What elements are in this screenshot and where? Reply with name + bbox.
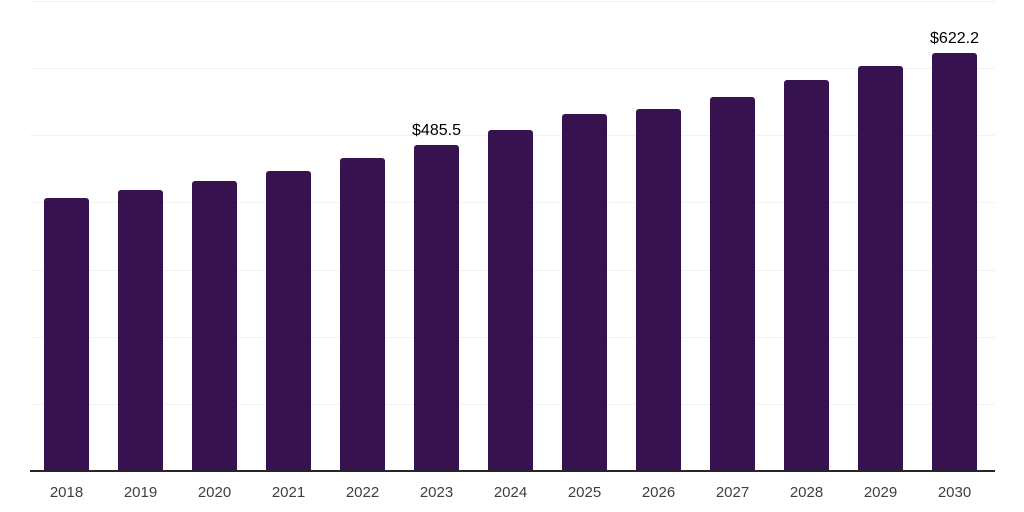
bar <box>192 181 237 471</box>
bar <box>932 53 977 471</box>
x-tick-label: 2021 <box>271 484 306 501</box>
x-tick-label: 2027 <box>715 484 750 501</box>
bar-value-label: $622.2 <box>930 30 979 48</box>
x-tick-label: 2030 <box>937 484 972 501</box>
x-tick-label: 2022 <box>345 484 380 501</box>
bar <box>340 158 385 471</box>
bar <box>858 66 903 471</box>
bar <box>118 189 163 471</box>
x-tick-label: 2029 <box>863 484 898 501</box>
bar <box>44 197 89 471</box>
bar <box>784 80 829 471</box>
bar-value-label: $485.5 <box>412 122 461 140</box>
x-tick-label: 2019 <box>123 484 158 501</box>
bar <box>414 145 459 471</box>
bar <box>266 170 311 471</box>
bar <box>710 97 755 471</box>
x-axis-line <box>30 470 995 472</box>
x-tick-label: 2028 <box>789 484 824 501</box>
x-tick-label: 2026 <box>641 484 676 501</box>
bar <box>488 129 533 471</box>
x-tick-label: 2020 <box>197 484 232 501</box>
gridline <box>30 1 995 2</box>
x-tick-label: 2024 <box>493 484 528 501</box>
bar <box>562 113 607 471</box>
x-tick-label: 2018 <box>49 484 84 501</box>
x-tick-label: 2025 <box>567 484 602 501</box>
x-tick-label: 2023 <box>419 484 454 501</box>
bar <box>636 108 681 471</box>
gridline <box>30 68 995 69</box>
